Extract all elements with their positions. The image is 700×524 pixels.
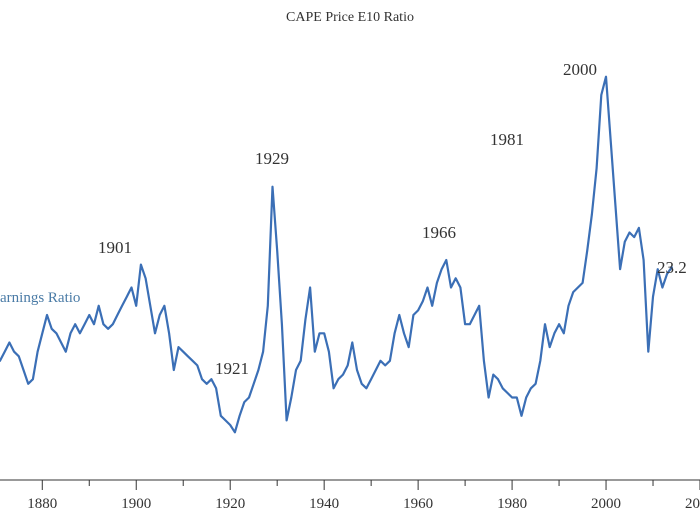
annotation-1966: 1966 <box>422 223 456 243</box>
annotation-1901: 1901 <box>98 238 132 258</box>
annotation-1921: 1921 <box>215 359 249 379</box>
x-tick-label: 1880 <box>27 496 57 512</box>
x-tick-label: 1980 <box>497 496 527 512</box>
x-tick-label: 1960 <box>403 496 433 512</box>
annotation-1981: 1981 <box>490 130 524 150</box>
cape-chart: CAPE Price E10 Ratio arnings Ratio 18801… <box>0 0 700 524</box>
annotation-23.2: 23.2 <box>657 258 687 278</box>
x-tick-label: 2020 <box>685 496 700 512</box>
annotation-2000: 2000 <box>563 60 597 80</box>
x-tick-label: 1900 <box>121 496 151 512</box>
annotation-1929: 1929 <box>255 149 289 169</box>
x-tick-label: 2000 <box>591 496 621 512</box>
x-tick-label: 1940 <box>309 496 339 512</box>
x-tick-label: 1920 <box>215 496 245 512</box>
